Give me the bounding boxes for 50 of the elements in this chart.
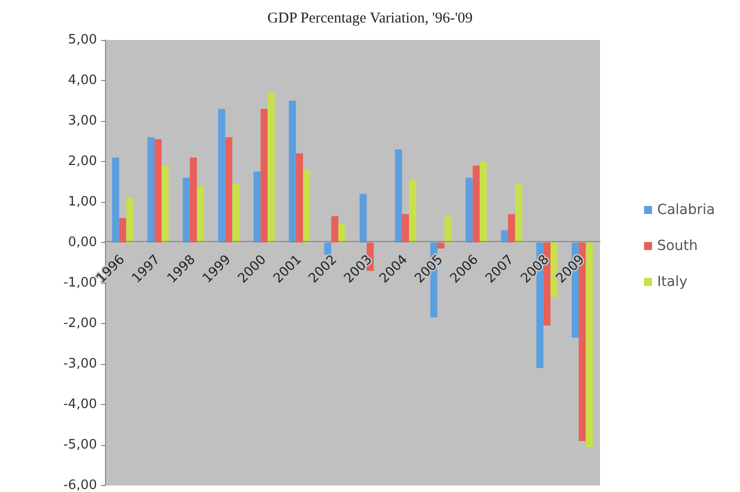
- bar: [515, 184, 522, 242]
- bar: [154, 139, 162, 242]
- bar: [360, 194, 367, 242]
- bar: [232, 184, 240, 242]
- bar: [254, 172, 261, 242]
- bar: [147, 137, 154, 242]
- legend-label: South: [657, 238, 698, 254]
- bar: [466, 178, 473, 242]
- bar: [324, 242, 332, 255]
- bar: [444, 216, 452, 242]
- bar: [409, 180, 416, 242]
- bar: [394, 149, 402, 242]
- y-tick-label: 3,00: [68, 114, 97, 128]
- y-tick-label: -1,00: [63, 276, 97, 290]
- chart-title: GDP Percentage Variation, '96-'09: [267, 10, 473, 26]
- bar: [472, 166, 480, 242]
- legend-label: Calabria: [657, 202, 716, 218]
- bar: [586, 242, 593, 448]
- bar: [196, 186, 204, 242]
- bar: [338, 224, 346, 242]
- y-tick-label: 2,00: [68, 154, 97, 169]
- y-tick-label: -2,00: [63, 316, 97, 331]
- bar: [402, 214, 410, 242]
- bar: [268, 92, 275, 242]
- y-tick-label: -6,00: [63, 478, 97, 492]
- bar: [480, 162, 487, 242]
- y-tick-label: -5,00: [63, 438, 97, 452]
- y-tick-label: -3,00: [63, 356, 97, 372]
- bar: [508, 214, 516, 242]
- bar: [126, 198, 134, 242]
- bar: [225, 137, 232, 242]
- legend-label: Italy: [657, 274, 688, 290]
- bar: [501, 230, 508, 242]
- bar: [303, 170, 310, 242]
- bar: [331, 216, 338, 242]
- bar: [260, 108, 268, 242]
- y-tick-label: 0,00: [68, 235, 97, 250]
- y-tick-label: 5,00: [68, 32, 97, 48]
- y-tick-label: -4,00: [63, 397, 97, 412]
- y-tick-label: 4,00: [68, 73, 97, 88]
- bar: [182, 178, 190, 242]
- y-tick-label: 1,00: [68, 194, 97, 210]
- bar: [437, 242, 444, 249]
- bar: [218, 108, 226, 242]
- bar: [190, 157, 197, 242]
- bar: [296, 153, 303, 242]
- bar: [288, 100, 296, 242]
- bar: [162, 166, 169, 242]
- bar: [112, 157, 120, 242]
- bar: [119, 218, 126, 242]
